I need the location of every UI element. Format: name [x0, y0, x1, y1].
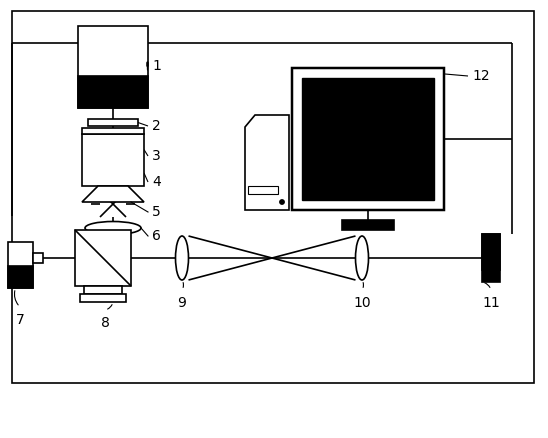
Text: 6: 6 [152, 229, 161, 243]
Ellipse shape [356, 236, 368, 280]
Text: 12: 12 [472, 69, 489, 83]
Bar [82, 134, 144, 186]
Text: 10: 10 [353, 296, 371, 310]
Bar [8, 266, 33, 288]
Polygon shape [245, 115, 289, 210]
Text: 11: 11 [482, 296, 500, 310]
Bar [482, 234, 500, 270]
Bar [292, 68, 444, 210]
Text: 8: 8 [101, 316, 110, 330]
Bar [8, 242, 33, 288]
Bar [82, 128, 144, 134]
Circle shape [280, 200, 284, 204]
Bar [342, 220, 394, 230]
Text: 9: 9 [178, 296, 186, 310]
Bar [33, 253, 43, 263]
Bar [80, 294, 126, 302]
Bar [12, 11, 534, 383]
Text: 3: 3 [152, 149, 161, 163]
Text: 4: 4 [152, 175, 161, 189]
Ellipse shape [175, 236, 189, 280]
Polygon shape [82, 186, 144, 202]
Bar [302, 78, 434, 200]
Bar [88, 119, 138, 126]
Bar [78, 76, 148, 108]
Bar [103, 234, 123, 248]
Ellipse shape [85, 222, 141, 234]
Bar [482, 234, 500, 282]
Text: 7: 7 [16, 313, 24, 327]
Bar [248, 186, 278, 194]
Bar [78, 26, 148, 108]
Bar [84, 286, 122, 294]
Bar [75, 230, 131, 286]
Text: 2: 2 [152, 119, 161, 133]
Text: 5: 5 [152, 205, 161, 219]
Text: 1: 1 [152, 59, 161, 73]
